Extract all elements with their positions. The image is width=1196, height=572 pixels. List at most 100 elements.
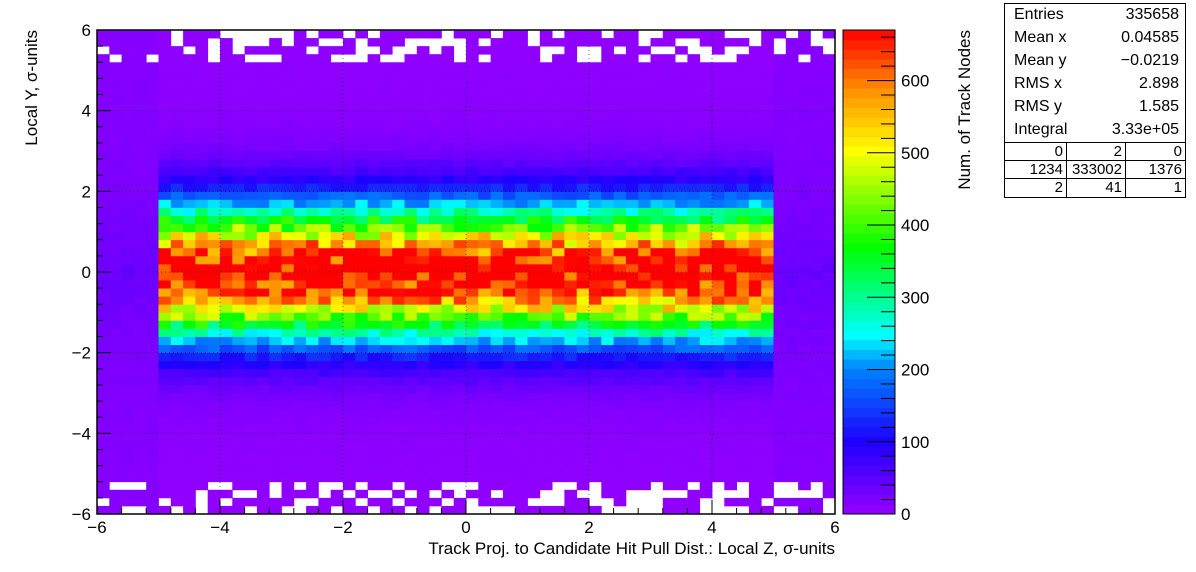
heat-cell xyxy=(392,118,405,128)
heat-cell xyxy=(97,159,110,168)
heat-cell xyxy=(207,167,221,176)
heat-cell xyxy=(109,473,122,483)
heat-cell xyxy=(822,215,836,224)
heat-cell xyxy=(367,360,381,370)
heat-cell xyxy=(379,409,393,418)
heat-cell xyxy=(146,38,159,47)
heat-cell xyxy=(392,102,405,112)
heat-cell xyxy=(625,481,639,491)
heat-cell xyxy=(244,142,258,152)
heat-cell xyxy=(687,304,701,313)
heat-cell xyxy=(183,215,196,224)
heat-cell xyxy=(293,425,307,434)
heat-cell xyxy=(404,312,418,321)
heat-cell xyxy=(502,110,516,120)
heat-cell xyxy=(527,183,541,192)
heat-cell xyxy=(675,417,688,426)
heat-cell xyxy=(675,46,688,55)
heat-cell xyxy=(625,183,639,192)
heat-cell xyxy=(269,118,282,128)
heat-cell xyxy=(515,425,528,434)
heat-cell xyxy=(478,263,491,273)
heat-cell xyxy=(306,215,319,224)
heat-cell xyxy=(379,126,393,136)
heat-cell xyxy=(736,142,750,152)
heat-cell xyxy=(638,465,651,475)
heat-cell xyxy=(724,159,737,168)
heat-cell xyxy=(638,384,651,394)
heat-cell xyxy=(121,70,135,79)
heat-cell xyxy=(109,489,122,499)
heat-cell xyxy=(220,126,233,136)
heat-cell xyxy=(343,393,356,402)
heat-cell xyxy=(195,142,209,152)
heat-cell xyxy=(638,231,651,241)
heat-cell xyxy=(232,142,245,152)
heat-cell xyxy=(785,296,799,305)
heat-cell xyxy=(502,481,516,491)
heat-cell xyxy=(146,296,159,305)
heat-cell xyxy=(404,457,418,466)
heat-cell xyxy=(343,272,356,281)
heat-cell xyxy=(133,207,147,216)
heat-cell xyxy=(170,417,184,426)
heat-cell xyxy=(318,78,332,87)
heat-cell xyxy=(158,134,172,144)
heat-cell xyxy=(761,239,774,249)
heat-cell xyxy=(269,151,282,160)
heat-cell xyxy=(146,263,159,273)
heat-cell xyxy=(379,280,393,289)
heat-cell xyxy=(220,223,233,233)
heat-cell xyxy=(527,62,541,71)
heat-cell xyxy=(810,223,824,233)
heat-cell xyxy=(109,384,122,394)
heat-cell xyxy=(109,191,122,200)
heat-cell xyxy=(724,102,737,112)
heat-cell xyxy=(662,465,676,475)
heat-cell xyxy=(810,175,824,184)
heat-cell xyxy=(650,384,664,394)
heat-cell xyxy=(736,433,750,442)
heat-cell xyxy=(121,336,135,345)
heat-cell xyxy=(564,272,578,281)
heat-cell xyxy=(736,296,750,305)
heat-cell xyxy=(343,328,356,337)
heat-cell xyxy=(502,118,516,128)
heat-cell xyxy=(343,505,356,515)
heat-cell xyxy=(133,30,147,39)
heat-cell xyxy=(379,38,393,47)
heat-cell xyxy=(404,280,418,289)
heat-cell xyxy=(183,481,196,491)
heat-cell xyxy=(761,360,774,370)
heat-cell xyxy=(355,304,368,313)
heat-cell xyxy=(515,384,528,394)
heat-cell xyxy=(601,255,614,265)
heat-cell xyxy=(109,312,122,321)
heat-cell xyxy=(662,417,676,426)
heat-cell xyxy=(785,102,799,112)
heat-cell xyxy=(293,231,307,241)
heat-cell xyxy=(798,263,811,273)
heat-cell xyxy=(502,376,516,386)
heat-cell xyxy=(355,175,368,184)
heat-cell xyxy=(146,384,159,394)
heat-cell xyxy=(527,328,541,337)
heat-cell xyxy=(133,457,147,466)
heat-cell xyxy=(170,247,184,257)
heat-cell xyxy=(539,441,553,450)
heat-cell xyxy=(478,368,491,378)
heat-cell xyxy=(293,417,307,426)
heat-cell xyxy=(625,473,639,483)
heat-cell xyxy=(810,215,824,224)
heat-cell xyxy=(564,183,578,192)
heat-cell xyxy=(330,409,344,418)
heat-cell xyxy=(564,433,578,442)
heat-cell xyxy=(183,304,196,313)
heat-cell xyxy=(515,352,528,362)
heat-cell xyxy=(146,134,159,144)
heat-cell xyxy=(170,368,184,378)
heat-cell xyxy=(121,183,135,192)
heat-cell xyxy=(416,263,430,273)
heat-cell xyxy=(773,433,787,442)
heat-cell xyxy=(207,328,221,337)
